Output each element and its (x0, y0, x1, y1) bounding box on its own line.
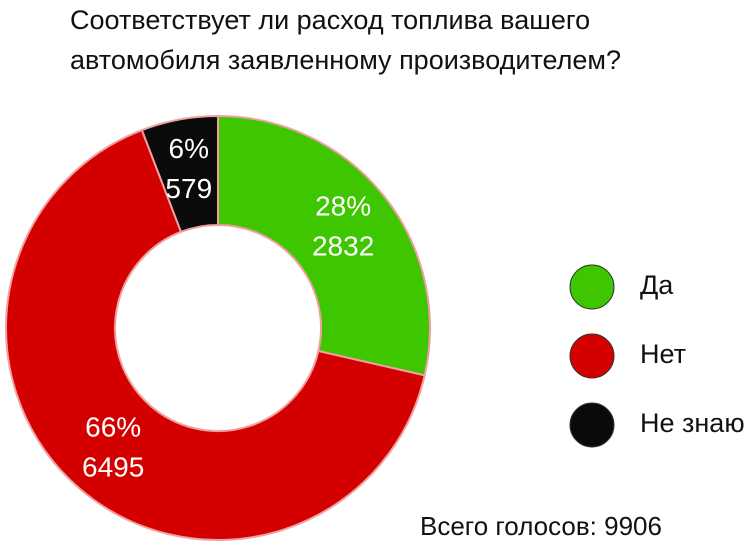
slice-value-label: 2832 (312, 231, 374, 262)
donut-slice (5, 128, 426, 541)
slice-percent-label: 28% (315, 191, 371, 222)
footnote: Всего голосов: 9906 (420, 511, 662, 541)
legend-label: Да (640, 270, 674, 300)
donut-slice (217, 114, 431, 377)
donut-slice (140, 114, 219, 234)
legend-marker (569, 264, 615, 310)
legend-label: Не знаю (640, 408, 745, 438)
slice-percent-label: 66% (85, 411, 141, 442)
chart-title-line: Соответствует ли расход топлива вашего (70, 5, 590, 35)
legend-marker (569, 402, 615, 448)
legend-label: Нет (640, 339, 686, 369)
slice-value-label: 579 (165, 173, 212, 204)
chart-title-line: автомобиля заявленному производителем? (70, 45, 621, 75)
slice-value-label: 6495 (82, 451, 144, 482)
slice-percent-label: 6% (169, 133, 209, 164)
legend-marker (569, 333, 615, 379)
